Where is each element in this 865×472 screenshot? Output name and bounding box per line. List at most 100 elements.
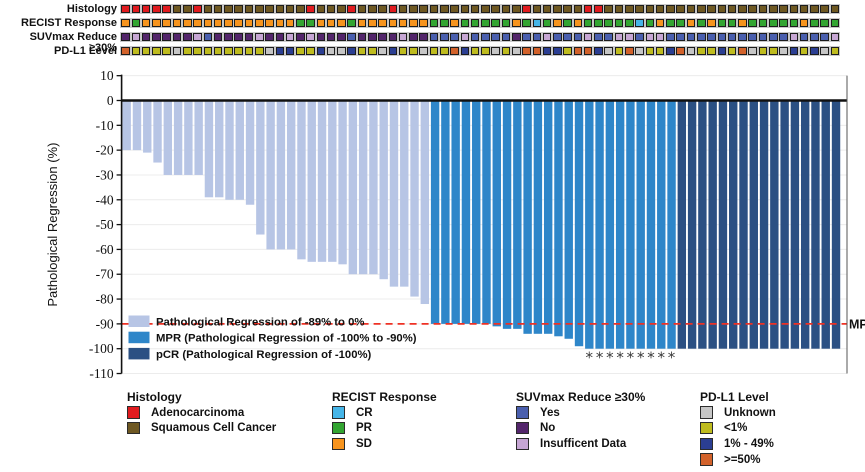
track-cell-histology xyxy=(655,4,665,14)
track-cell-pdl1 xyxy=(635,46,644,56)
legend-swatch xyxy=(332,437,345,451)
track-cell-pdl1 xyxy=(316,46,326,56)
y-axis-title: Pathological Regression (%) xyxy=(45,143,60,307)
track-cell-histology xyxy=(254,4,264,14)
track-cell-suvmax xyxy=(152,32,161,42)
track-cell-suvmax xyxy=(203,32,213,42)
track-cell-histology xyxy=(501,4,511,14)
track-cell-suvmax xyxy=(296,32,305,42)
track-cell-recist xyxy=(707,18,716,28)
bar xyxy=(410,100,419,297)
track-cell-recist xyxy=(625,18,634,28)
track-cell-recist xyxy=(604,18,614,28)
track-cell-histology xyxy=(152,4,161,14)
track-cell-recist xyxy=(481,18,490,28)
track-cell-recist xyxy=(388,18,398,28)
bar xyxy=(451,100,460,324)
track-cell-histology xyxy=(316,4,326,14)
track-cell-pdl1 xyxy=(522,46,531,56)
bar xyxy=(492,100,501,327)
track-cell-histology xyxy=(121,4,130,14)
track-cell-pdl1 xyxy=(748,46,757,56)
track-cell-recist xyxy=(439,18,449,28)
track-cell-recist xyxy=(768,18,778,28)
bar xyxy=(759,100,769,349)
track-cell-histology xyxy=(696,4,706,14)
track-cell-recist xyxy=(573,18,583,28)
track-cell-histology xyxy=(779,4,788,14)
track-cell-histology xyxy=(368,4,377,14)
bar xyxy=(338,100,347,265)
track-cell-recist xyxy=(234,18,243,28)
track-cell-recist xyxy=(655,18,665,28)
track-cell-pdl1 xyxy=(768,46,778,56)
track-cell-recist xyxy=(501,18,511,28)
bar xyxy=(297,100,306,260)
track-cell-histology xyxy=(213,4,223,14)
track-cell-recist xyxy=(326,18,336,28)
bar xyxy=(800,100,810,349)
track-cell-recist xyxy=(368,18,377,28)
bar xyxy=(821,100,830,349)
track-cell-pdl1 xyxy=(563,46,572,56)
track-cell-pdl1 xyxy=(193,46,202,56)
track-cell-pdl1 xyxy=(676,46,685,56)
track-cell-pdl1 xyxy=(810,46,819,56)
track-cell-recist xyxy=(738,18,747,28)
track-cell-pdl1 xyxy=(182,46,192,56)
track-cell-suvmax xyxy=(172,32,182,42)
y-tick-label: -80 xyxy=(96,292,114,307)
legend-swatch xyxy=(700,406,713,419)
chart-legend-swatch xyxy=(128,315,150,327)
track-cell-histology xyxy=(573,4,583,14)
track-cell-suvmax xyxy=(285,32,295,42)
track-cell-suvmax xyxy=(758,32,768,42)
track-cell-pdl1 xyxy=(645,46,655,56)
track-cell-histology xyxy=(234,4,243,14)
bar xyxy=(574,100,584,347)
bar xyxy=(595,100,604,349)
track-cell-suvmax xyxy=(594,32,603,42)
track-cell-pdl1 xyxy=(254,46,264,56)
bar xyxy=(729,100,738,349)
track-cell-recist xyxy=(676,18,685,28)
track-cell-suvmax xyxy=(182,32,192,42)
track-cell-suvmax xyxy=(244,32,254,42)
bar xyxy=(677,100,687,349)
bar xyxy=(276,100,286,250)
track-cell-suvmax xyxy=(696,32,706,42)
track-cell-pdl1 xyxy=(625,46,634,56)
track-cell-pdl1 xyxy=(203,46,213,56)
asterisk-marker: * xyxy=(668,349,676,367)
track-cell-recist xyxy=(162,18,171,28)
track-cell-pdl1 xyxy=(532,46,542,56)
track-cell-suvmax xyxy=(254,32,264,42)
track-cell-suvmax xyxy=(357,32,367,42)
track-cell-pdl1 xyxy=(542,46,552,56)
track-cell-pdl1 xyxy=(553,46,562,56)
legend-item-label: Insufficent Data xyxy=(540,438,627,451)
bar xyxy=(369,100,378,275)
y-tick-label: -90 xyxy=(96,316,114,331)
bar xyxy=(328,100,337,262)
track-cell-histology xyxy=(511,4,521,14)
track-cell-histology xyxy=(583,4,593,14)
track-cell-recist xyxy=(594,18,603,28)
legend-item-label: >=50% xyxy=(724,453,761,466)
track-cell-suvmax xyxy=(655,32,665,42)
track-cell-suvmax xyxy=(532,32,542,42)
chart-legend-label: pCR (Pathological Regression of -100%) xyxy=(156,349,372,361)
legend-item-label: No xyxy=(540,422,556,435)
track-cell-recist xyxy=(666,18,675,28)
bar xyxy=(472,100,481,324)
bar xyxy=(430,100,440,324)
track-cell-histology xyxy=(799,4,809,14)
track-cell-suvmax xyxy=(789,32,799,42)
track-cell-suvmax xyxy=(810,32,819,42)
track-cell-recist xyxy=(717,18,727,28)
bar xyxy=(348,100,358,275)
track-cell-histology xyxy=(635,4,644,14)
track-cell-suvmax xyxy=(614,32,624,42)
track-cell-histology xyxy=(830,4,840,14)
